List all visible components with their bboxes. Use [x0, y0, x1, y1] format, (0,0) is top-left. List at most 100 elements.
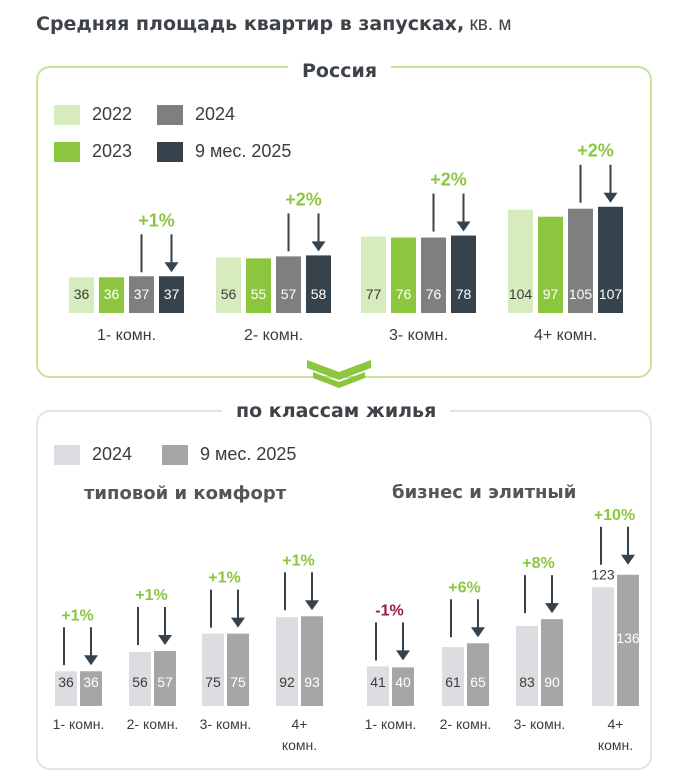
bar-value-label: 107	[599, 286, 623, 302]
category-label: 4+	[608, 716, 624, 732]
bar-value-label: 65	[470, 674, 486, 690]
bar-class	[617, 574, 639, 706]
legend-class-swatch-2024	[54, 444, 80, 465]
bar-value-label: 36	[58, 674, 74, 690]
bar-class	[80, 671, 102, 706]
bar-class	[541, 619, 563, 706]
legend-swatch-2022	[54, 104, 80, 125]
arrow-down-icon	[396, 650, 410, 661]
arrow-down-icon	[621, 554, 635, 565]
bar-value-label: 37	[164, 286, 180, 302]
chevron-down-icon	[307, 360, 371, 388]
category-label: 1- комн.	[365, 716, 417, 732]
title-main: Средняя площадь квартир в запусках,	[36, 13, 465, 35]
arrow-down-icon	[164, 262, 179, 273]
change-label: +1%	[138, 210, 175, 230]
arrow-down-icon	[158, 634, 172, 645]
bar-class	[467, 643, 489, 706]
change-label: +1%	[208, 570, 240, 587]
bar-value-label: 61	[445, 674, 461, 690]
bar-value-label: 36	[83, 674, 99, 690]
bar-class	[367, 666, 389, 706]
change-label: +2%	[285, 189, 322, 209]
arrow-down-icon	[305, 600, 319, 611]
arrow-down-icon	[84, 655, 98, 666]
bar-value-label: 76	[426, 286, 442, 302]
legend-class-swatch-2025	[162, 444, 188, 465]
bar-value-label: 105	[569, 286, 593, 302]
bar-value-label: 55	[251, 286, 267, 302]
bar-value-label: 40	[395, 674, 411, 690]
bar-value-label: 58	[311, 286, 327, 302]
bar-russia	[99, 277, 124, 313]
bar-russia	[451, 235, 476, 313]
russia-title: Россия	[288, 60, 392, 82]
change-label: +10%	[594, 507, 635, 524]
category-label: 3- комн.	[200, 716, 252, 732]
legend-class-2024: 2024	[54, 444, 132, 465]
bar-value-label: 36	[74, 286, 90, 302]
change-label: +1%	[282, 552, 314, 569]
change-label: +2%	[430, 170, 467, 190]
bar-class	[129, 651, 151, 706]
category-label: 4+ комн.	[534, 327, 597, 344]
bar-value-label: 75	[205, 674, 221, 690]
bar-value-label: 97	[543, 286, 559, 302]
bar-russia	[538, 216, 563, 313]
category-label: 1- комн.	[97, 327, 156, 344]
bar-class	[301, 616, 323, 706]
bar-value-label: 76	[396, 286, 412, 302]
bar-value-label: 83	[519, 674, 535, 690]
legend-swatch-2025	[157, 141, 183, 162]
bar-russia	[421, 237, 446, 313]
bar-class	[442, 647, 464, 706]
legend-label-2025: 9 мес. 2025	[195, 141, 292, 161]
category-label: 3- комн.	[514, 716, 566, 732]
bar-russia	[568, 208, 593, 313]
bar-class	[276, 617, 298, 706]
bar-value-label: 136	[616, 630, 640, 646]
category-label: 2- комн.	[440, 716, 492, 732]
arrow-down-icon	[231, 617, 245, 628]
legend-swatch-2023	[54, 141, 80, 162]
bar-class	[202, 633, 224, 706]
legend-class-label-2025: 9 мес. 2025	[200, 444, 297, 464]
legend-swatch-2024	[157, 104, 183, 125]
bar-russia	[508, 209, 533, 313]
category-label: комн.	[598, 737, 633, 753]
bar-russia	[276, 256, 301, 313]
bar-class	[516, 625, 538, 706]
change-label: -1%	[375, 602, 403, 619]
page-title: Средняя площадь квартир в запусках, кв. …	[36, 13, 511, 36]
bar-value-label: 57	[157, 674, 173, 690]
bar-russia	[306, 255, 331, 313]
bar-class	[227, 633, 249, 706]
legend-2024: 2024	[157, 104, 235, 125]
change-label: +1%	[135, 587, 167, 604]
bar-russia	[216, 257, 241, 313]
legend-2023: 2023	[54, 141, 132, 162]
bar-value-label: 41	[370, 674, 386, 690]
legend-2022: 2022	[54, 104, 132, 125]
classes-title: по классам жилья	[222, 400, 451, 422]
arrow-down-icon	[456, 221, 471, 232]
bar-russia	[598, 206, 623, 313]
category-label: 4+	[292, 716, 308, 732]
arrow-down-icon	[471, 627, 485, 638]
bar-value-label: 93	[304, 674, 320, 690]
bar-value-label: 123	[591, 566, 615, 582]
bar-value-label: 75	[230, 674, 246, 690]
classes-panel	[36, 410, 652, 770]
category-label: комн.	[282, 737, 317, 753]
change-label: +6%	[448, 579, 480, 596]
bar-russia	[391, 237, 416, 313]
bar-value-label: 77	[366, 286, 382, 302]
category-label: 2- комн.	[127, 716, 179, 732]
bar-class	[55, 671, 77, 706]
subtitle-business: бизнес и элитный	[392, 482, 577, 503]
bar-russia	[246, 258, 271, 313]
bar-value-label: 104	[509, 286, 533, 302]
bar-value-label: 56	[132, 674, 148, 690]
bar-value-label: 37	[134, 286, 150, 302]
